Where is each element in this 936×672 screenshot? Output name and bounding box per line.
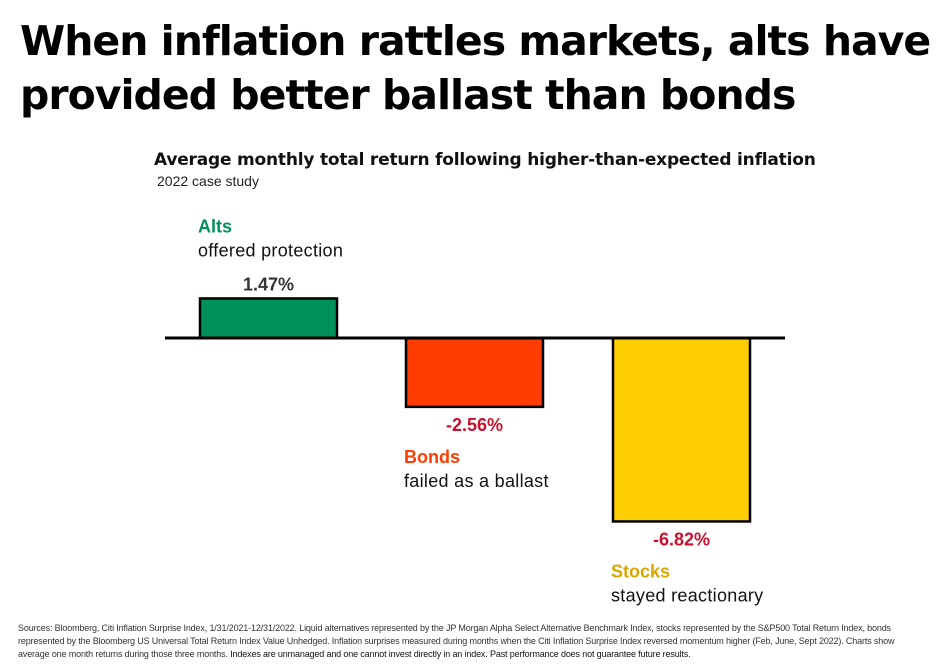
category-label-bonds: Bonds — [404, 447, 460, 467]
bar-chart: 1.47% Alts offered protection -2.56% Bonds fa… — [165, 216, 785, 605]
footnote-sources: Sources: Bloomberg, Citi Inflation Surpr… — [18, 623, 895, 659]
category-description-bonds: failed as a ballast — [404, 471, 549, 491]
bar-bonds — [404, 336, 545, 409]
chart-subtitle: 2022 case study — [157, 173, 259, 189]
headline-line-2: provided better ballast than bonds — [20, 71, 796, 119]
bar-stocks — [611, 336, 752, 523]
category-description-alts: offered protection — [198, 240, 343, 260]
chart-title: Average monthly total return following h… — [154, 150, 816, 170]
data-label-bonds: -2.56% — [446, 415, 503, 435]
data-label-stocks: -6.82% — [653, 529, 710, 549]
category-description-stocks: stayed reactionary — [611, 585, 763, 605]
headline: When inflation rattles markets, alts hav… — [20, 14, 931, 122]
category-label-stocks: Stocks — [611, 561, 670, 581]
category-label-alts: Alts — [198, 216, 232, 236]
bar-alts — [198, 297, 339, 340]
data-label-alts: 1.47% — [243, 274, 294, 294]
headline-line-1: When inflation rattles markets, alts hav… — [20, 17, 931, 65]
footnote-disclaimer: Indexes are unmanaged and one cannot inv… — [230, 649, 691, 659]
footnote: Sources: Bloomberg, Citi Inflation Surpr… — [18, 622, 918, 661]
